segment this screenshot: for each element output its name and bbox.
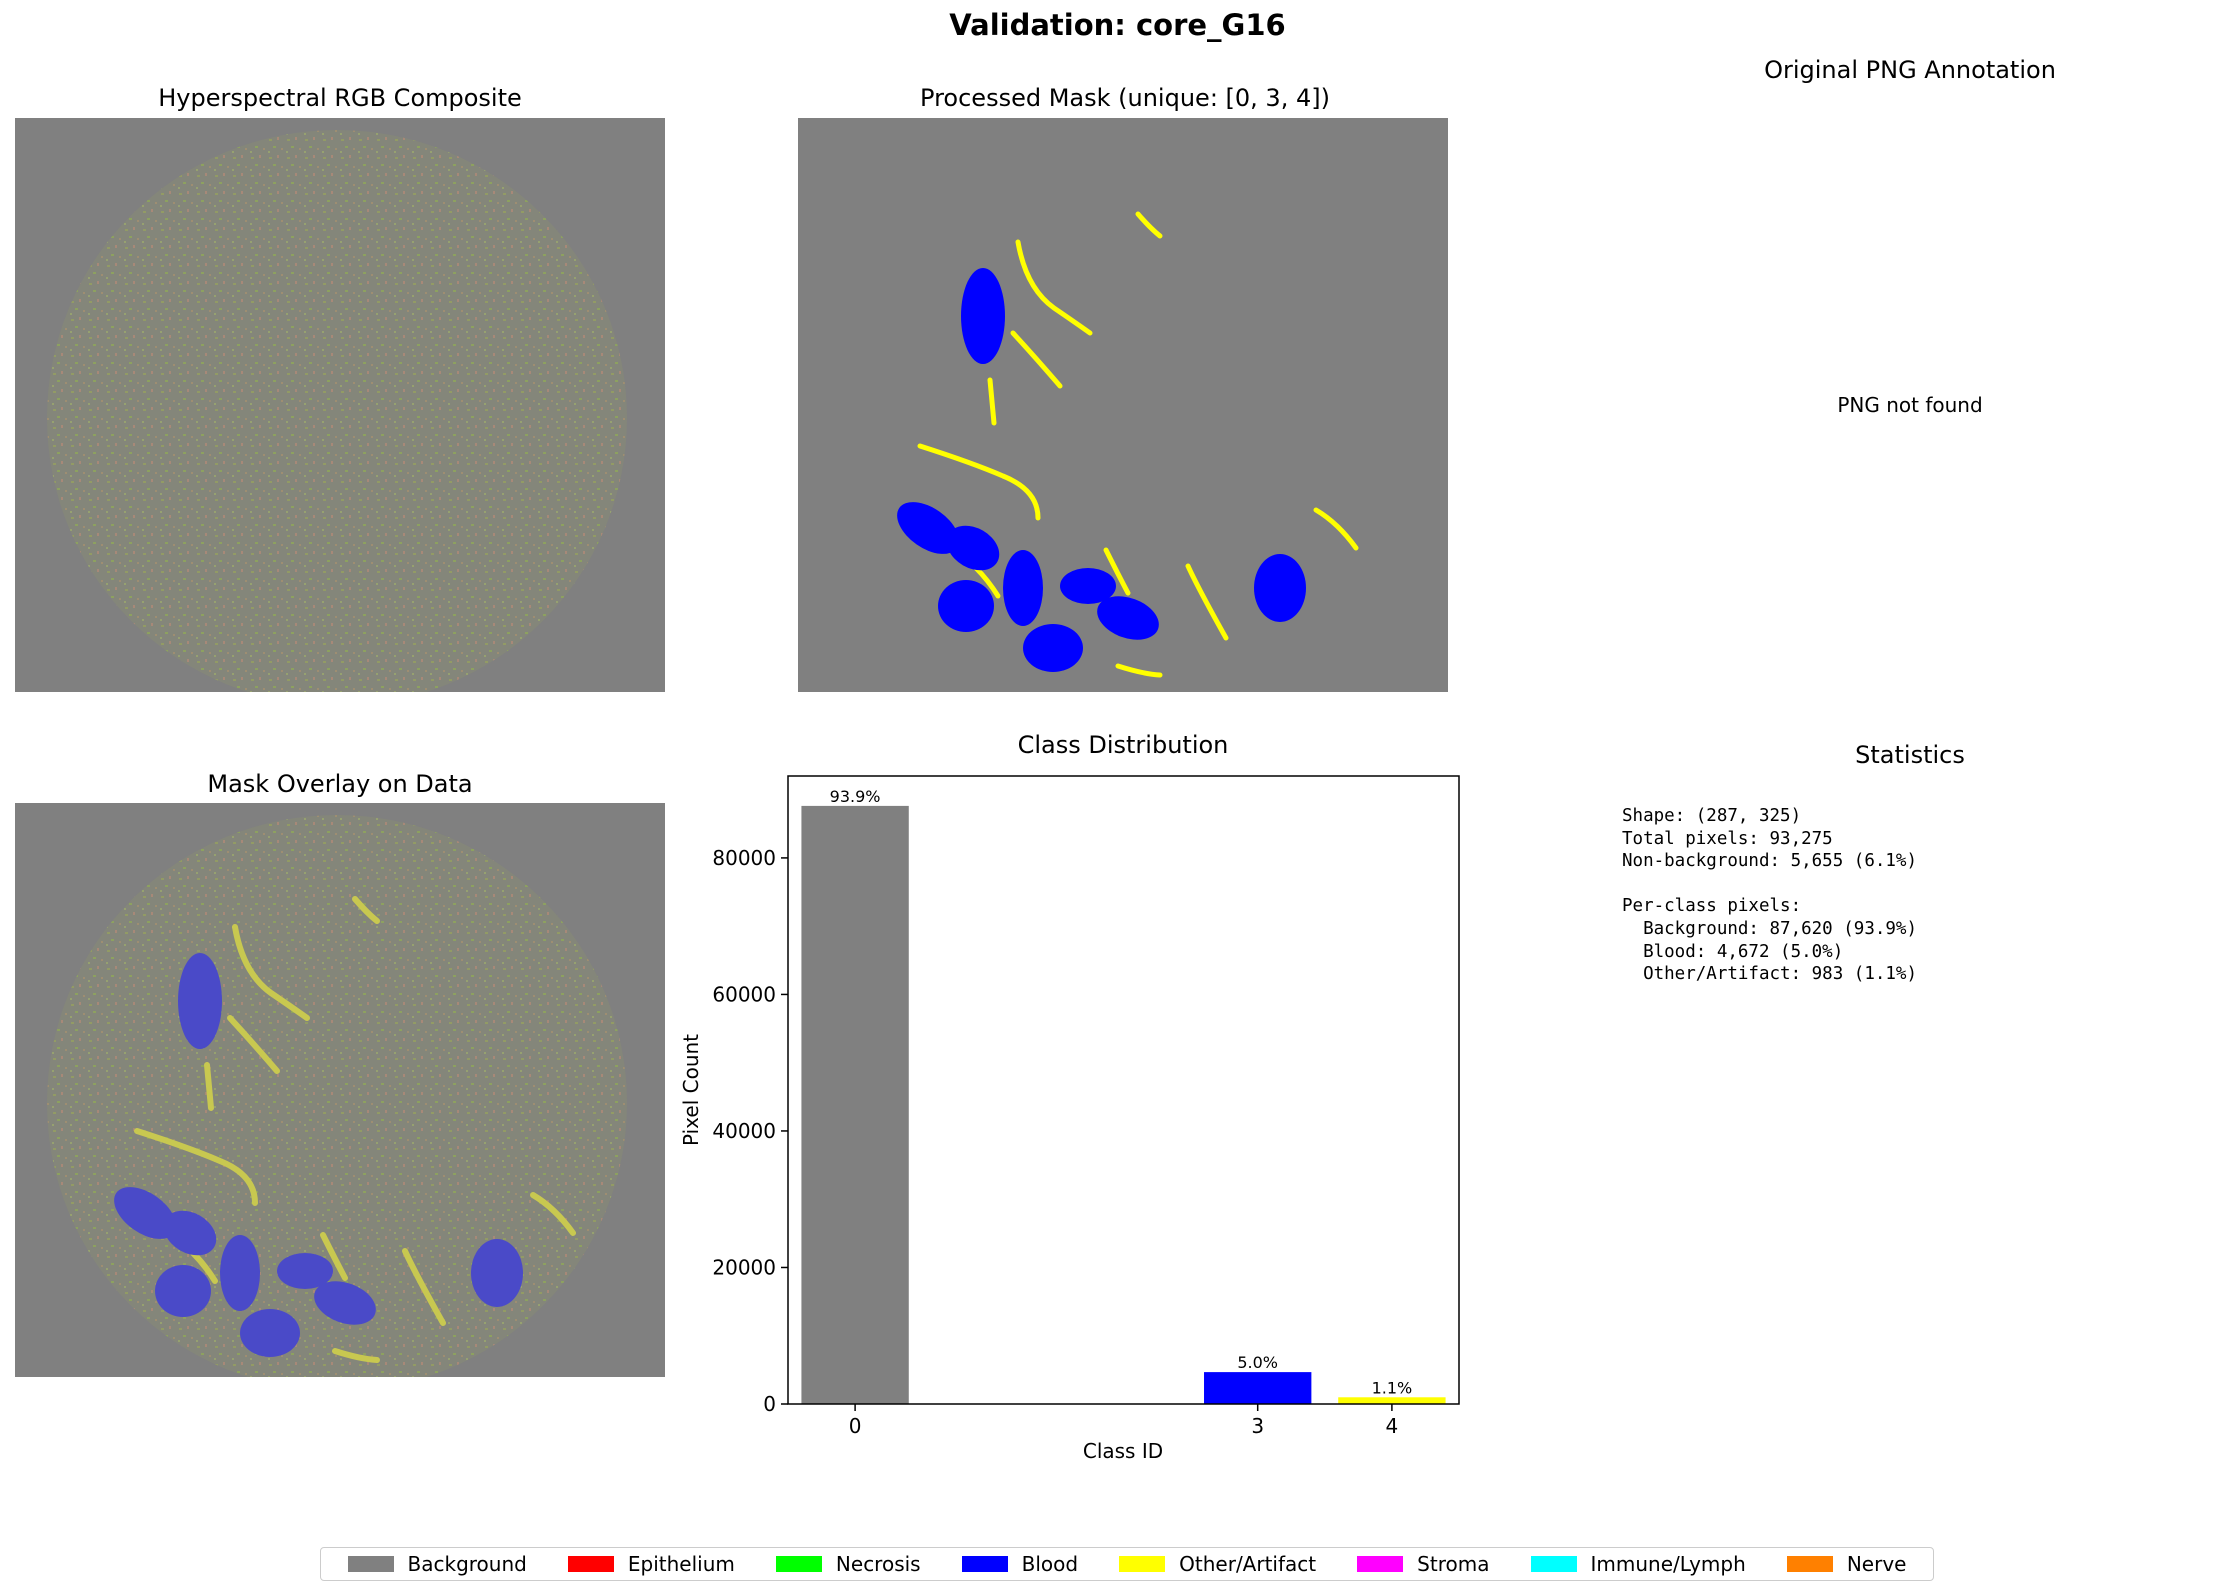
legend-swatch [1119,1556,1166,1572]
legend-label: Epithelium [627,1552,735,1576]
overlay-panel-title: Mask Overlay on Data [207,770,473,798]
y-tick-label: 0 [763,1392,776,1416]
chart-y-label: Pixel Count [679,1034,703,1146]
rgb-composite-image [15,118,665,692]
bar-class-3 [1204,1372,1312,1404]
legend-label: Nerve [1846,1552,1907,1576]
legend-item: Other/Artifact [1119,1552,1316,1576]
processed-mask-image [798,118,1448,692]
legend-label: Stroma [1417,1552,1490,1576]
chart-title: Class Distribution [1018,731,1229,759]
chart-y-axis: 0 20000 40000 60000 80000 [712,846,788,1416]
legend-swatch [1530,1556,1577,1572]
bar-class-0 [801,805,909,1404]
class-distribution-chart: Class Distribution 93.9% 5.0% 1.1% 0 20000 4… [679,731,1460,1463]
bar-label-class-0: 93.9% [830,787,881,806]
legend-swatch [1786,1556,1833,1572]
legend-label: Necrosis [835,1552,921,1576]
legend-swatch [775,1556,822,1572]
statistics-text: Shape: (287, 325) Total pixels: 93,275 N… [1622,806,1918,985]
y-tick-label: 20000 [712,1255,776,1279]
png-not-found-message: PNG not found [1837,393,1983,417]
legend-item: Background [347,1552,527,1576]
bar-label-class-3: 5.0% [1237,1353,1278,1372]
y-tick-label: 80000 [712,846,776,870]
y-tick-label: 40000 [712,1119,776,1143]
chart-bar-labels: 93.9% 5.0% 1.1% [830,787,1413,1397]
mask-overlay-svg [47,815,627,1377]
legend-item: Immune/Lymph [1530,1552,1746,1576]
png-panel-title: Original PNG Annotation [1764,56,2056,84]
chart-bars [801,805,1446,1404]
legend-swatch [347,1556,394,1572]
tissue-texture [47,130,627,692]
legend-swatch [961,1556,1008,1572]
rgb-panel-title: Hyperspectral RGB Composite [158,84,522,112]
legend-swatch [1357,1556,1404,1572]
chart-x-label: Class ID [1083,1439,1163,1463]
overlay-artifact-regions [134,896,576,1363]
bar-class-4 [1338,1397,1446,1404]
mask-artifact-regions [917,211,1359,678]
legend-item: Blood [961,1552,1079,1576]
figure-title: Validation: core_G16 [949,8,1286,42]
legend-label: Background [407,1552,527,1576]
chart-x-axis: 0 3 4 [849,1404,1399,1438]
stats-panel-title: Statistics [1855,741,1965,769]
x-tick-label: 3 [1251,1414,1264,1438]
class-legend: Background Epithelium Necrosis Blood Other/A… [320,1547,1934,1581]
legend-label: Blood [1021,1552,1079,1576]
mask-overlay-image [15,803,665,1377]
mask-blood-regions [897,268,1306,672]
chart-plot-frame [787,775,1460,1405]
legend-label: Other/Artifact [1179,1552,1317,1576]
processed-mask-svg [897,211,1359,678]
x-tick-label: 4 [1386,1414,1399,1438]
overlay-blood-regions [114,953,523,1357]
rgb-composite-svg [47,130,627,692]
x-tick-label: 0 [849,1414,862,1438]
bar-label-class-4: 1.1% [1372,1378,1413,1397]
legend-swatch [567,1556,614,1572]
legend-label: Immune/Lymph [1590,1552,1746,1576]
legend-item: Necrosis [775,1552,921,1576]
legend-item: Nerve [1786,1552,1907,1576]
mask-panel-title: Processed Mask (unique: [0, 3, 4]) [920,84,1330,112]
legend-item: Stroma [1357,1552,1489,1576]
legend-item: Epithelium [567,1552,735,1576]
y-tick-label: 60000 [712,982,776,1006]
